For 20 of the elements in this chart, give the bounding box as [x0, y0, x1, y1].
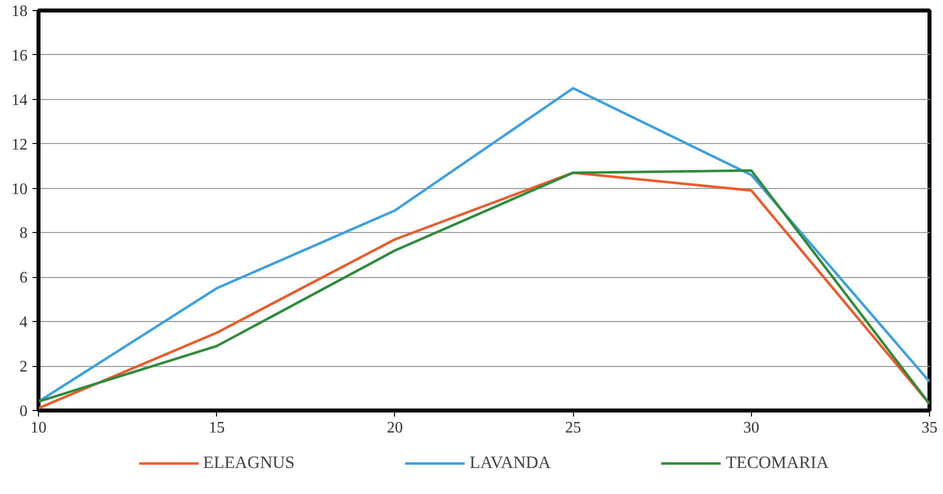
line-series: [38, 87, 930, 403]
x-tick-label: 30: [743, 420, 760, 436]
y-tick-label: 10: [12, 180, 28, 198]
legend-label: ELEAGNUS: [203, 452, 295, 472]
y-tick-label: 12: [12, 136, 28, 154]
legend-label: TECOMARIA: [726, 452, 829, 472]
x-tick-label: 15: [208, 420, 225, 436]
x-tick-label: 10: [30, 420, 46, 436]
y-tick-label: 2: [20, 358, 28, 376]
x-tick-label: 25: [565, 420, 582, 436]
legend-label: LAVANDA: [470, 452, 551, 472]
y-tick-label: 8: [20, 225, 28, 242]
y-tick-label: 14: [12, 92, 28, 109]
y-tick-label: 6: [20, 270, 28, 287]
x-tick-label: 35: [922, 420, 938, 436]
y-tick-label: 0: [20, 403, 28, 420]
y-tick-label: 4: [20, 314, 28, 332]
x-tick-label: 20: [386, 420, 403, 436]
y-tick-label: 16: [12, 47, 28, 64]
y-tick-label: 18: [12, 3, 28, 20]
